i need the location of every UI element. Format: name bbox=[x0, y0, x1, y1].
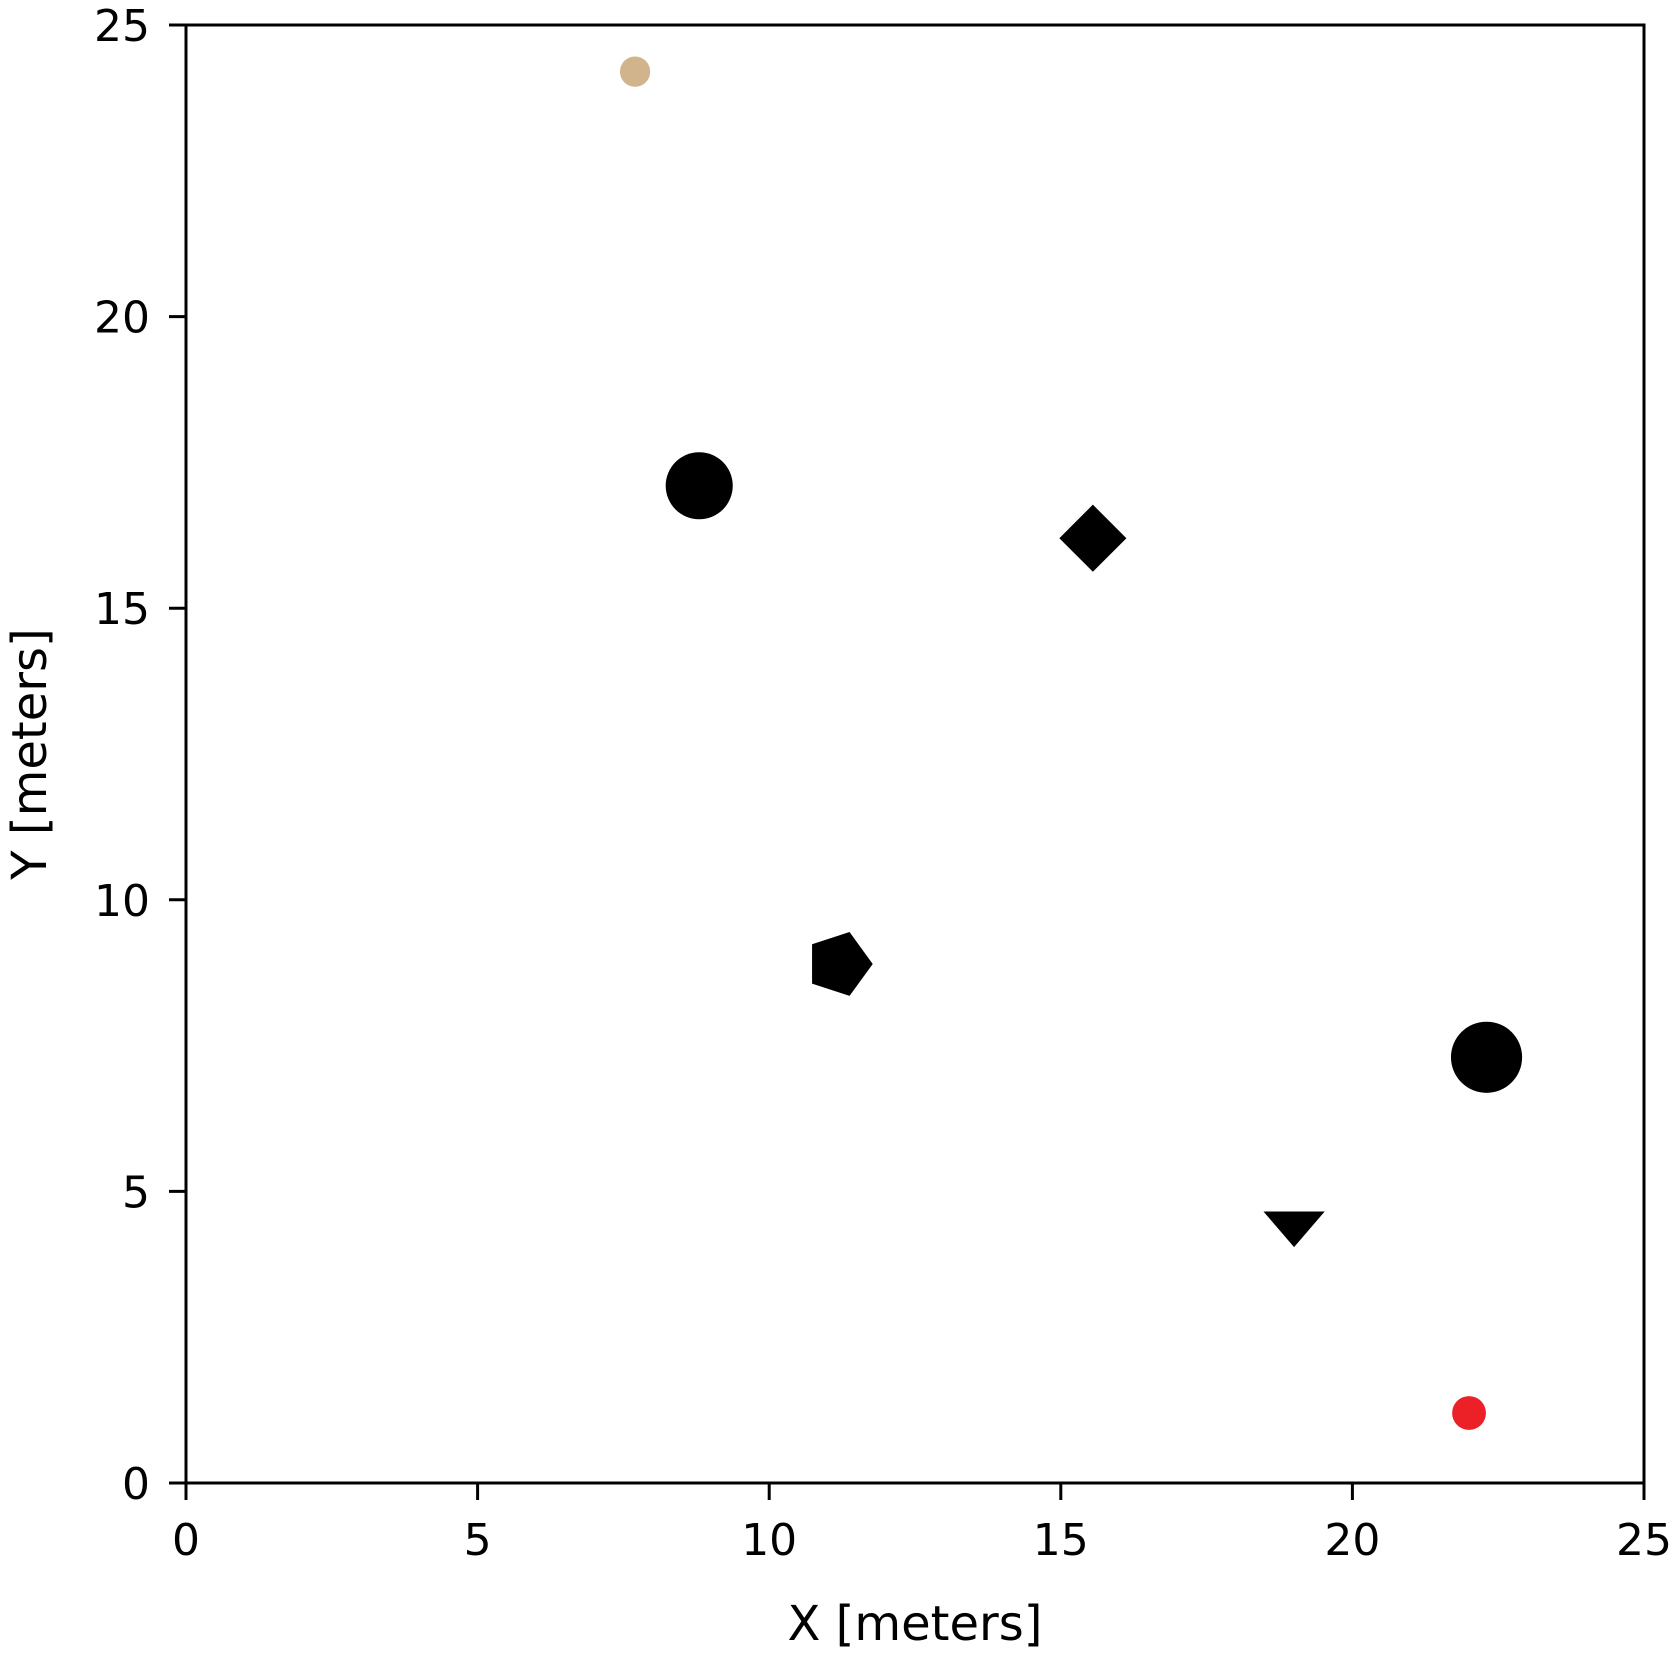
y-tick-label: 25 bbox=[94, 1, 150, 52]
data-point-circle bbox=[665, 452, 733, 520]
y-axis-label: Y [meters] bbox=[2, 628, 58, 880]
x-tick-label: 10 bbox=[741, 1515, 797, 1566]
x-tick-label: 15 bbox=[1033, 1515, 1089, 1566]
y-tick-label: 0 bbox=[122, 1459, 150, 1510]
data-point-circle bbox=[1450, 1021, 1523, 1093]
x-tick-label: 25 bbox=[1616, 1515, 1672, 1566]
x-tick-label: 5 bbox=[464, 1515, 492, 1566]
x-tick-label: 0 bbox=[172, 1515, 200, 1566]
data-point-triangle-down bbox=[1263, 1211, 1325, 1248]
data-points bbox=[619, 56, 1523, 1430]
plot-frame bbox=[184, 23, 1646, 1485]
x-tick-label: 20 bbox=[1324, 1515, 1380, 1566]
y-tick-label: 5 bbox=[122, 1167, 150, 1218]
y-axis-ticks: 0 5 10 15 20 25 bbox=[94, 1, 186, 1510]
data-point-diamond bbox=[1059, 504, 1127, 572]
y-tick-label: 15 bbox=[94, 584, 150, 635]
x-axis-ticks: 0 5 10 15 20 25 bbox=[172, 1483, 1672, 1566]
data-point-circle bbox=[619, 56, 651, 87]
y-tick-label: 10 bbox=[94, 876, 150, 927]
x-axis-label: X [meters] bbox=[788, 1596, 1043, 1652]
data-point-pentagon bbox=[812, 932, 873, 996]
data-point-circle bbox=[1452, 1396, 1486, 1430]
y-tick-label: 20 bbox=[94, 293, 150, 344]
